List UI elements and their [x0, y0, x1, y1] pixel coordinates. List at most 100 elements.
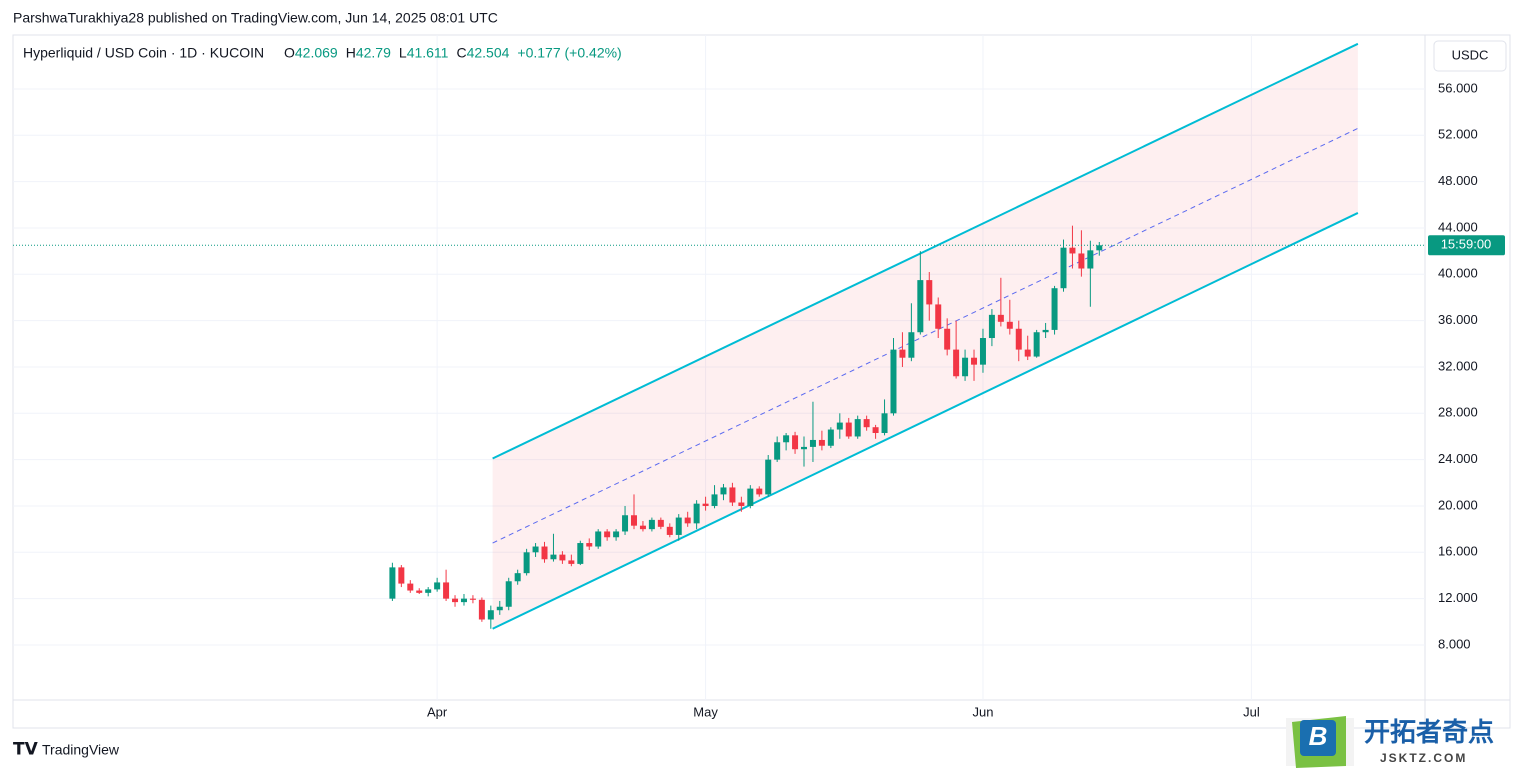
candle-body [586, 543, 593, 547]
candle-body [550, 554, 557, 560]
x-tick-label: May [693, 704, 718, 719]
candle-body [666, 526, 673, 535]
x-tick-label: Apr [427, 704, 448, 719]
candle-body [988, 314, 995, 339]
candle-body [425, 589, 432, 593]
legend-change: +0.177 (+0.42%) [517, 45, 621, 61]
y-tick-label: 12.000 [1438, 590, 1478, 605]
countdown: 15:59:00 [1441, 237, 1492, 252]
candle-body [505, 581, 512, 607]
candle-body [845, 422, 852, 437]
candle-body [738, 502, 745, 506]
candle-body [1078, 253, 1085, 269]
candle-body [460, 598, 467, 603]
candle-body [979, 338, 986, 365]
candle-body [881, 413, 888, 434]
candle-body [854, 419, 861, 437]
candle-body [711, 494, 718, 506]
x-tick-label: Jun [972, 704, 993, 719]
candle-body [452, 598, 459, 603]
legend-value: 42.79 [356, 45, 391, 61]
y-tick-label: 48.000 [1438, 173, 1478, 188]
candle-body [809, 439, 816, 447]
y-tick-label: 32.000 [1438, 358, 1478, 373]
candle-body [899, 349, 906, 358]
watermark-site: JSKTZ.COM [1380, 751, 1467, 765]
candle-body [818, 439, 825, 446]
currency[interactable]: USDC [1452, 47, 1489, 62]
candle-body [863, 419, 870, 428]
legend-value: 42.069 [295, 45, 338, 61]
candle-body [827, 429, 834, 446]
y-tick-label: 52.000 [1438, 127, 1478, 142]
candle-body [639, 525, 646, 530]
y-tick-label: 40.000 [1438, 266, 1478, 281]
watermark-name: 开拓者奇点 [1364, 717, 1494, 747]
y-tick-label: 8.000 [1438, 636, 1471, 651]
candle-body [756, 488, 763, 495]
candle-body [1069, 247, 1076, 254]
candle-body [443, 582, 450, 599]
last-price-box [1428, 235, 1505, 256]
candle-body [407, 583, 414, 591]
candle-body [577, 543, 584, 564]
chart-title: Hyperliquid / USD Coin · 1D · KUCOIN [23, 45, 264, 61]
y-tick-label: 44.000 [1438, 219, 1478, 234]
y-tick-label: 16.000 [1438, 544, 1478, 559]
candle-body [657, 519, 664, 527]
channel-lower [492, 212, 1359, 630]
candle-body [792, 435, 799, 450]
y-tick-label: 20.000 [1438, 497, 1478, 512]
candle-body [604, 531, 611, 538]
candle-body [523, 552, 530, 574]
candle-body [908, 332, 915, 358]
candle-body [935, 304, 942, 329]
candle-body [469, 598, 476, 600]
legend-value: 41.611 [407, 45, 449, 61]
candle-body [1096, 245, 1103, 251]
brand-logo: 𝗧𝗩 [13, 739, 39, 758]
candle-body [836, 422, 843, 430]
candle-body [917, 280, 924, 333]
candle-body [962, 357, 969, 377]
candle-body [783, 435, 790, 443]
candle-body [568, 560, 575, 564]
candle-body [747, 488, 754, 506]
candle-body [416, 590, 423, 593]
y-tick-label: 56.000 [1438, 80, 1478, 95]
candle-body [944, 328, 951, 350]
candle-body [1087, 250, 1094, 269]
y-tick-label: 36.000 [1438, 312, 1478, 327]
legend-label: H [346, 45, 356, 61]
candle-body [487, 610, 494, 620]
y-tick-label: 28.000 [1438, 405, 1478, 420]
candle-body [684, 517, 691, 524]
candle-body [1042, 329, 1049, 333]
candle-body [559, 554, 566, 561]
plot [13, 35, 1425, 700]
candle-body [1015, 328, 1022, 350]
watermark: B 开拓者奇点 JSKTZ.COM [1286, 716, 1494, 768]
candle-body [953, 349, 960, 377]
candle-body [496, 606, 503, 611]
channel-upper [492, 42, 1359, 460]
candle-body [693, 503, 700, 524]
candle-body [801, 446, 808, 450]
legend-value: 42.504 [467, 45, 510, 61]
candle-body [514, 573, 521, 582]
legend-label: L [399, 45, 407, 61]
y-tick-label: 24.000 [1438, 451, 1478, 466]
brand-name: TradingView [42, 742, 120, 758]
header: ParshwaTurakhiya28 published on TradingV… [13, 10, 498, 26]
candle-body [1006, 321, 1013, 329]
candle-body [1060, 247, 1067, 289]
currency-box[interactable] [1433, 40, 1507, 72]
candle-body [648, 519, 655, 530]
candle-body [630, 515, 637, 526]
candle-body [720, 487, 727, 495]
candle-body [971, 357, 978, 365]
candle-body [729, 487, 736, 503]
frame [12, 34, 1511, 729]
candle-body [532, 546, 539, 553]
